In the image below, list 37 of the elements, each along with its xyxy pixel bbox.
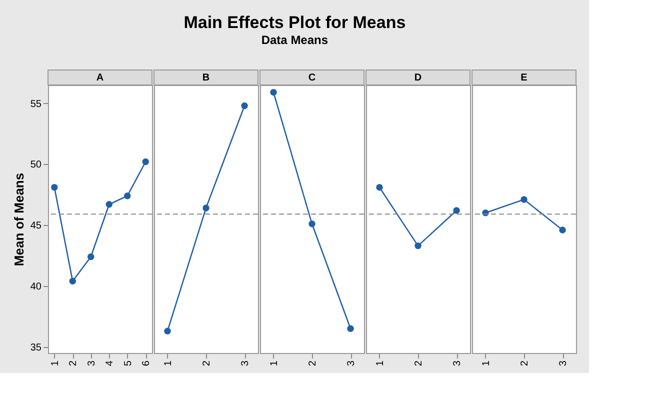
x-tick-label: 3 [86,360,98,366]
x-tick-label: 2 [520,360,530,366]
x-tick-label: 3 [240,360,252,366]
x-tick-label: 1 [50,360,61,366]
x-tick-label: 3 [346,360,358,366]
x-tick-label: 2 [202,360,212,366]
chart-title: A [96,72,104,84]
text: Data Means [261,33,328,47]
x-tick-label: 2 [68,360,80,366]
x-tick-label: 6 [141,360,152,366]
chart-title: D [414,72,422,84]
y-tick-label: 35 [30,342,42,354]
x-tick-label: 3 [452,360,464,366]
y-tick-label: 55 [30,98,42,110]
y-tick-label: 45 [30,220,42,232]
point [124,192,131,200]
x-tick-label: 1 [480,360,492,366]
x-tick-label: 5 [122,360,134,366]
text: Main Effects Plot for Means [184,13,406,32]
x-tick-label: 1 [162,360,174,366]
y-tick-label: 40 [30,282,42,292]
y-tick-label: 50 [30,160,42,171]
chart-title: E [520,72,528,84]
chart-title: C [308,72,316,84]
x-tick-label: 2 [308,360,318,366]
point [51,184,58,191]
point [69,278,76,284]
y-axis-title: Mean of Means [11,172,26,266]
x-tick-label: 3 [558,360,570,366]
x-tick-label: 4 [104,360,116,366]
chart-title: B [202,72,210,84]
point [142,158,149,166]
x-tick-label: 1 [268,360,280,366]
point [106,201,112,208]
x-tick-label: 2 [414,360,424,366]
x-tick-label: 1 [374,360,386,366]
point [88,253,94,260]
